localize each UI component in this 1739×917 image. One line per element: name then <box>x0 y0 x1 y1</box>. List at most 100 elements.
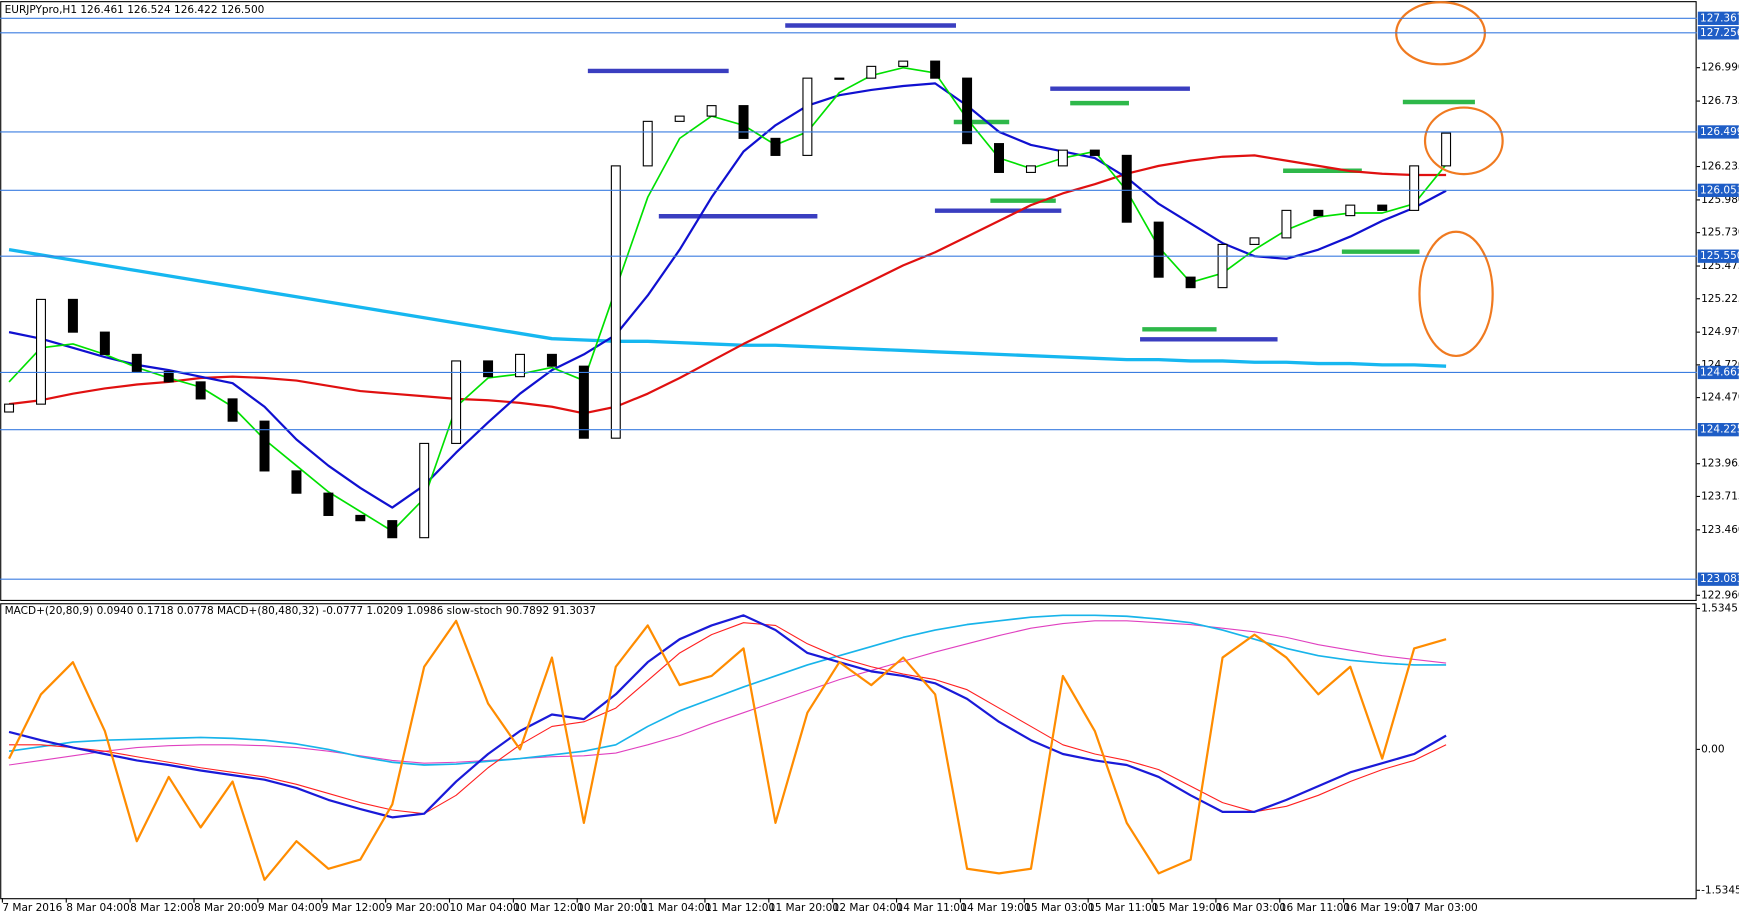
candle <box>674 115 685 122</box>
level-label: 127.367 <box>1700 12 1739 24</box>
candle <box>515 353 525 378</box>
candle <box>451 360 462 444</box>
x-tick-label: 15 Mar 03:00 <box>1024 902 1094 914</box>
y-tick-label: 125.225 <box>1701 293 1739 305</box>
candle <box>1281 209 1292 239</box>
candle <box>4 403 15 413</box>
indicator-line <box>8 154 1447 415</box>
level-box <box>1697 183 1739 198</box>
indicator-header: MACD+(20,80,9) 0.0940 0.1718 0.0778 MACD… <box>5 605 596 617</box>
candle <box>355 514 366 522</box>
y-tick-label: 126.235 <box>1701 161 1739 173</box>
x-tick-label: 16 Mar 11:00 <box>1280 902 1350 914</box>
level-label: 124.225 <box>1700 424 1739 436</box>
candle <box>1441 132 1452 167</box>
candle <box>1089 149 1100 156</box>
candle <box>259 420 270 472</box>
x-tick-label: 9 Mar 04:00 <box>258 902 322 914</box>
y-tick-label: -1.5345 <box>1701 884 1739 896</box>
candle <box>35 298 46 405</box>
x-tick-label: 16 Mar 19:00 <box>1344 902 1414 914</box>
candle <box>1249 237 1260 245</box>
y-tick-label: 123.965 <box>1701 458 1739 470</box>
sub-frame <box>0 603 1697 900</box>
candle <box>1025 165 1036 173</box>
level-label: 123.083 <box>1700 573 1739 585</box>
y-tick-label: 124.470 <box>1701 392 1739 404</box>
indicator-line <box>8 248 1447 368</box>
candle <box>546 353 557 367</box>
candle <box>387 520 398 539</box>
x-tick-label: 10 Mar 04:00 <box>449 902 519 914</box>
x-tick-label: 11 Mar 12:00 <box>705 902 775 914</box>
x-tick-label: 17 Mar 03:00 <box>1408 902 1478 914</box>
chart-header: EURJPYpro,H1 126.461 126.524 126.422 126… <box>5 4 265 16</box>
candle <box>1345 204 1356 217</box>
indicator-line <box>8 82 1447 509</box>
main-frame <box>0 1 1697 601</box>
indicator-line <box>8 619 1447 881</box>
candle <box>291 470 302 494</box>
level-box <box>1697 11 1739 25</box>
level-box <box>1697 572 1739 586</box>
candle <box>642 120 653 167</box>
level-box <box>1697 249 1739 263</box>
candle <box>898 60 909 67</box>
x-tick-label: 16 Mar 03:00 <box>1216 902 1286 914</box>
candle <box>419 442 430 539</box>
candle <box>994 143 1005 173</box>
x-tick-label: 10 Mar 20:00 <box>577 902 647 914</box>
x-tick-label: 15 Mar 19:00 <box>1152 902 1222 914</box>
candle <box>578 365 589 439</box>
level-box <box>1697 365 1739 380</box>
x-tick-label: 14 Mar 19:00 <box>960 902 1030 914</box>
candle <box>67 298 78 333</box>
candle <box>1153 221 1164 278</box>
candle <box>1409 165 1420 211</box>
y-tick-label: 0.00 <box>1701 743 1724 755</box>
candle <box>99 331 110 355</box>
candle <box>1313 209 1324 217</box>
indicator-line <box>9 622 1447 815</box>
candle <box>802 77 813 156</box>
candle <box>195 381 206 400</box>
level-label: 126.053 <box>1700 184 1739 196</box>
level-label: 125.550 <box>1700 250 1739 262</box>
x-tick-label: 11 Mar 20:00 <box>769 902 839 914</box>
y-tick-label: 123.715 <box>1701 490 1739 502</box>
indicator-line <box>8 614 1447 819</box>
candle <box>770 137 781 156</box>
y-tick-label: 122.960 <box>1701 589 1739 601</box>
candle <box>962 77 973 145</box>
level-box <box>1697 26 1739 40</box>
x-tick-label: 10 Mar 12:00 <box>513 902 583 914</box>
candle <box>1377 204 1388 211</box>
candle <box>610 165 621 439</box>
candle <box>866 65 877 79</box>
candle <box>706 105 717 117</box>
candle <box>738 105 749 139</box>
y-tick-label: 126.990 <box>1701 62 1739 74</box>
y-tick-label: 123.460 <box>1701 524 1739 536</box>
level-label: 127.256 <box>1700 27 1739 39</box>
y-tick-label: 124.970 <box>1701 326 1739 338</box>
x-tick-label: 9 Mar 20:00 <box>386 902 450 914</box>
candle <box>483 360 494 378</box>
level-label: 126.499 <box>1700 126 1739 138</box>
plot-layer <box>8 66 1447 881</box>
y-tick-label: 124.720 <box>1701 359 1739 371</box>
level-box <box>1697 125 1739 139</box>
x-tick-label: 9 Mar 12:00 <box>322 902 386 914</box>
candle <box>227 398 238 422</box>
y-tick-label: 125.730 <box>1701 227 1739 239</box>
candle <box>163 370 174 383</box>
candle <box>834 77 845 80</box>
candle <box>1121 154 1132 223</box>
y-tick-label: 126.735 <box>1701 95 1739 107</box>
candle <box>1217 243 1228 289</box>
x-tick-label: 12 Mar 04:00 <box>833 902 903 914</box>
x-tick-label: 15 Mar 11:00 <box>1088 902 1158 914</box>
x-tick-label: 14 Mar 11:00 <box>897 902 967 914</box>
candle <box>323 492 334 516</box>
